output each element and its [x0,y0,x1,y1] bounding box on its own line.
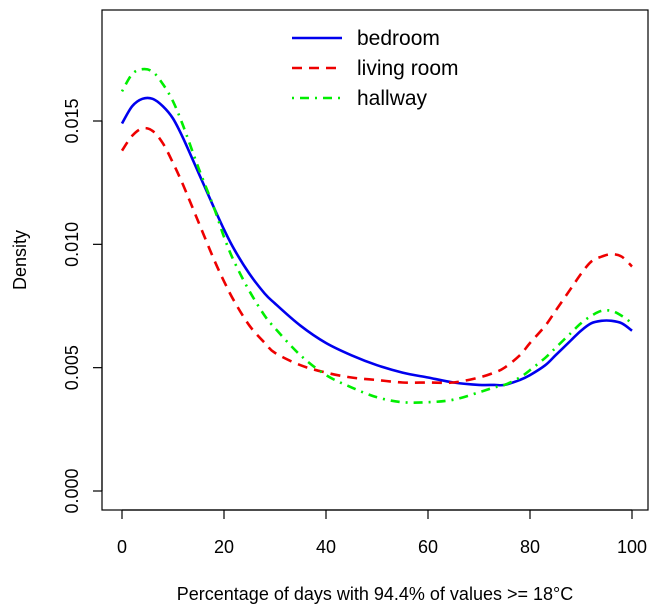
series-layer [120,67,633,404]
legend-label-hallway: hallway [357,87,428,110]
x-tick-label: 0 [117,537,127,557]
x-tick-label: 60 [418,537,438,557]
y-axis: 0.000 0.005 0.010 0.015 [62,98,103,514]
series-line-hallway [120,67,633,404]
legend: bedroom living room hallway [292,27,459,110]
x-tick-label: 40 [316,537,336,557]
y-tick-label: 0.005 [62,345,82,390]
y-tick-label: 0.010 [62,222,82,267]
x-tick-label: 20 [214,537,234,557]
x-axis-label: Percentage of days with 94.4% of values … [177,584,573,604]
y-axis-label: Density [10,230,30,290]
y-tick-label: 0.000 [62,468,82,513]
series-line-bedroom [120,96,633,387]
y-tick-label: 0.015 [62,98,82,143]
x-tick-label: 100 [617,537,647,557]
x-axis: 0 20 40 60 80 100 [117,509,647,557]
x-tick-label: 80 [520,537,540,557]
legend-label-living-room: living room [357,57,459,80]
legend-label-bedroom: bedroom [357,27,440,50]
plot-frame [101,9,649,511]
